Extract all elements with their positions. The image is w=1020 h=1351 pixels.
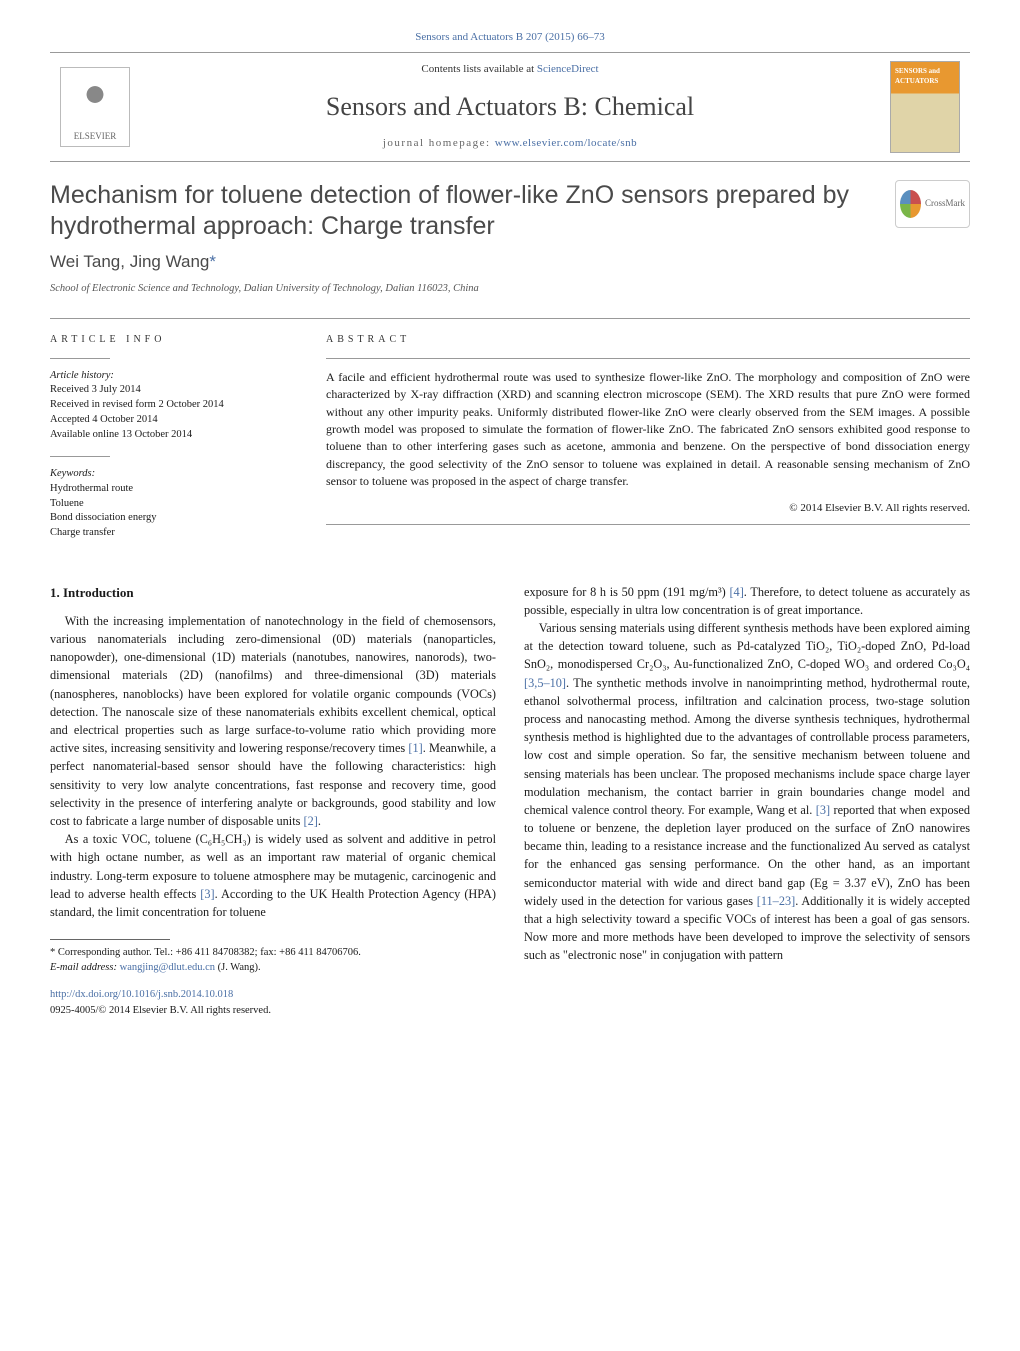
- keyword-1: Hydrothermal route: [50, 482, 306, 497]
- info-rule: [50, 358, 110, 359]
- contents-prefix: Contents lists available at: [421, 63, 536, 75]
- abstract-text: A facile and efficient hydrothermal rout…: [326, 369, 970, 491]
- keyword-4: Charge transfer: [50, 526, 306, 541]
- doi-block: http://dx.doi.org/10.1016/j.snb.2014.10.…: [50, 987, 496, 1018]
- history-received: Received 3 July 2014: [50, 383, 306, 398]
- journal-homepage-line: journal homepage: www.elsevier.com/locat…: [150, 136, 870, 152]
- abstract-rule-top: [326, 358, 970, 359]
- publisher-name: ELSEVIER: [74, 130, 117, 143]
- issn-copyright-line: 0925-4005/© 2014 Elsevier B.V. All right…: [50, 1005, 271, 1016]
- article-history: Article history: Received 3 July 2014 Re…: [50, 369, 306, 442]
- journal-title: Sensors and Actuators B: Chemical: [150, 88, 870, 126]
- intro-para-1: With the increasing implementation of na…: [50, 612, 496, 830]
- abstract-copyright: © 2014 Elsevier B.V. All rights reserved…: [326, 501, 970, 517]
- crossmark-icon: [900, 190, 921, 218]
- publisher-logo: ELSEVIER: [60, 67, 130, 147]
- p2c: exposure for 8 h is 50 ppm (191 mg/m³): [524, 585, 729, 599]
- cover-text: SENSORS and ACTUATORS: [895, 67, 940, 85]
- email-label: E-mail address:: [50, 962, 120, 973]
- intro-para-3: Various sensing materials using differen…: [524, 619, 970, 965]
- intro-para-2: As a toxic VOC, toluene (C₆H₅CH₃) is wid…: [50, 830, 496, 921]
- ref-5[interactable]: [3,5–10]: [524, 676, 566, 690]
- abstract-label: ABSTRACT: [326, 333, 970, 348]
- journal-cover-thumbnail: SENSORS and ACTUATORS: [890, 61, 960, 153]
- history-online: Available online 13 October 2014: [50, 428, 306, 443]
- author-1: Wei Tang,: [50, 252, 130, 271]
- article-info-column: ARTICLE INFO Article history: Received 3…: [50, 319, 326, 554]
- p3c: reported that when exposed to toluene or…: [524, 803, 970, 908]
- body-two-column: 1. Introduction With the increasing impl…: [50, 583, 970, 1019]
- author-2: Jing Wang: [130, 252, 210, 271]
- contents-available-line: Contents lists available at ScienceDirec…: [150, 62, 870, 78]
- keywords-block: Keywords: Hydrothermal route Toluene Bon…: [50, 467, 306, 540]
- ref-3b[interactable]: [3]: [816, 803, 830, 817]
- sciencedirect-link[interactable]: ScienceDirect: [537, 63, 599, 75]
- journal-header-bar: ELSEVIER Contents lists available at Sci…: [50, 52, 970, 162]
- p1a: With the increasing implementation of na…: [50, 614, 496, 755]
- intro-para-2-cont: exposure for 8 h is 50 ppm (191 mg/m³) […: [524, 583, 970, 619]
- email-footnote: E-mail address: wangjing@dlut.edu.cn (J.…: [50, 961, 496, 976]
- history-accepted: Accepted 4 October 2014: [50, 413, 306, 428]
- history-revised: Received in revised form 2 October 2014: [50, 398, 306, 413]
- abstract-column: ABSTRACT A facile and efficient hydrothe…: [326, 319, 970, 554]
- section-1-heading: 1. Introduction: [50, 583, 496, 602]
- header-center: Contents lists available at ScienceDirec…: [130, 62, 890, 152]
- ref-6[interactable]: [11–23]: [757, 894, 795, 908]
- history-label: Article history:: [50, 369, 306, 384]
- ref-3[interactable]: [3]: [200, 887, 214, 901]
- article-meta-row: ARTICLE INFO Article history: Received 3…: [50, 318, 970, 554]
- journal-homepage-link[interactable]: www.elsevier.com/locate/snb: [495, 137, 637, 149]
- elsevier-tree-icon: [70, 77, 120, 127]
- abstract-rule-bottom: [326, 524, 970, 525]
- keywords-rule: [50, 456, 110, 457]
- article-title: Mechanism for toluene detection of flowe…: [50, 180, 875, 243]
- doi-link[interactable]: http://dx.doi.org/10.1016/j.snb.2014.10.…: [50, 989, 233, 1000]
- ref-1[interactable]: [1]: [408, 741, 422, 755]
- article-info-label: ARTICLE INFO: [50, 333, 306, 348]
- footnote-block: * Corresponding author. Tel.: +86 411 84…: [50, 946, 496, 975]
- p3b: . The synthetic methods involve in nanoi…: [524, 676, 970, 817]
- keywords-label: Keywords:: [50, 467, 306, 482]
- crossmark-label: CrossMark: [925, 197, 965, 210]
- p1c: .: [318, 814, 321, 828]
- ref-2[interactable]: [2]: [304, 814, 318, 828]
- footnote-separator: [50, 939, 170, 940]
- crossmark-badge[interactable]: CrossMark: [895, 180, 970, 228]
- homepage-label: journal homepage:: [383, 137, 495, 149]
- corresponding-email-link[interactable]: wangjing@dlut.edu.cn: [120, 962, 215, 973]
- email-suffix: (J. Wang).: [215, 962, 261, 973]
- keyword-3: Bond dissociation energy: [50, 511, 306, 526]
- keyword-2: Toluene: [50, 497, 306, 512]
- author-list: Wei Tang, Jing Wang*: [50, 250, 970, 275]
- journal-reference: Sensors and Actuators B 207 (2015) 66–73: [50, 30, 970, 46]
- p3a: Various sensing materials using differen…: [524, 621, 970, 671]
- corresponding-mark: *: [209, 252, 216, 271]
- affiliation: School of Electronic Science and Technol…: [50, 281, 970, 296]
- ref-4[interactable]: [4]: [729, 585, 743, 599]
- corresponding-author-footnote: * Corresponding author. Tel.: +86 411 84…: [50, 946, 496, 961]
